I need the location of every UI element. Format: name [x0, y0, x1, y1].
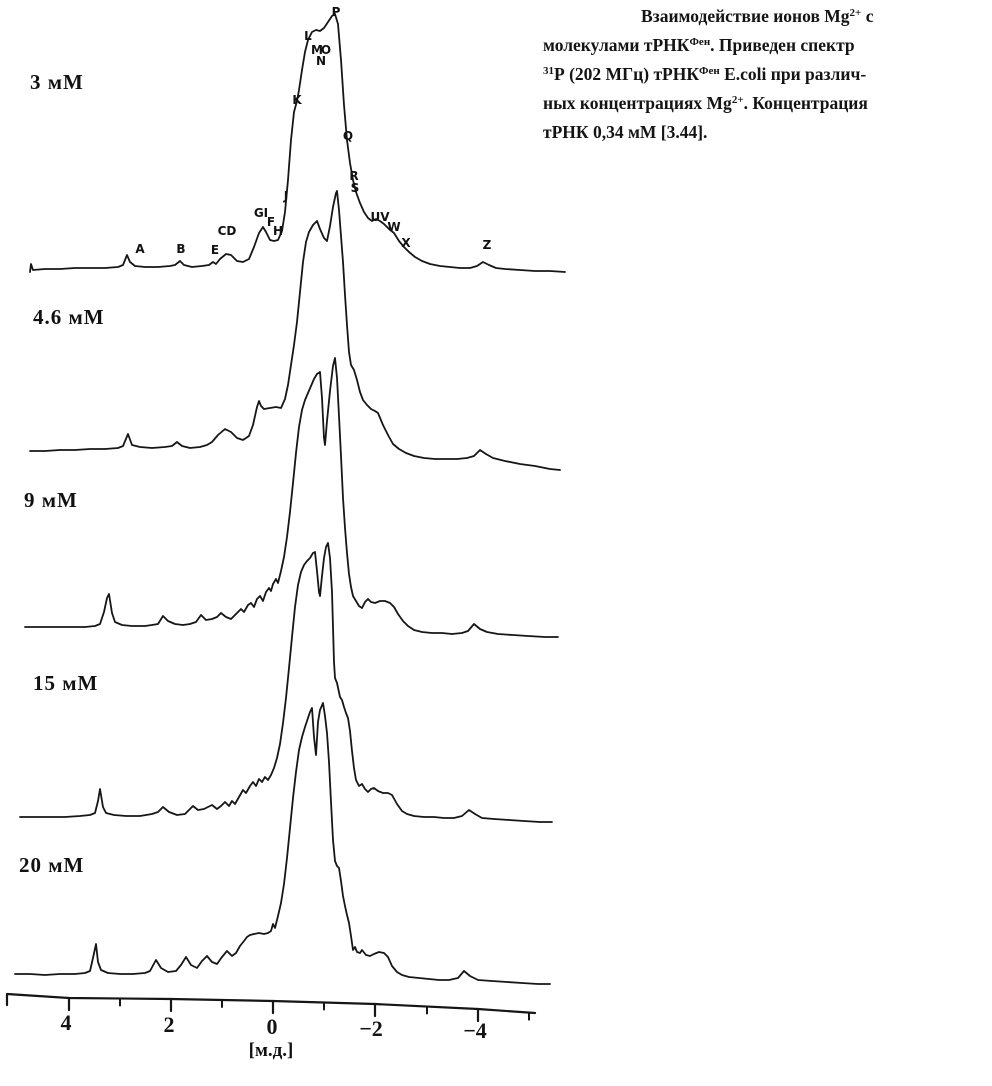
peak-label-K: K — [292, 93, 302, 107]
figure-caption: Взаимодействие ионов Mg2+ с молекулами тР… — [543, 3, 990, 145]
peak-label-O: O — [320, 43, 332, 57]
concentration-label-2: 4.6 мМ — [33, 305, 105, 329]
peak-label-X: X — [401, 236, 411, 250]
caption-text: Взаимодействие ионов Mg — [641, 6, 850, 26]
peak-label-Z: Z — [482, 238, 492, 252]
caption-text: E.coli при различ- — [719, 64, 867, 84]
peak-label-GI: GI — [253, 206, 269, 220]
concentration-label-5: 20 мМ — [19, 853, 85, 877]
caption-superscript: 2+ — [731, 94, 744, 106]
caption-superscript: Фен — [689, 36, 711, 48]
spectrum-trace-15-мМ — [19, 542, 553, 823]
peak-label-A: A — [135, 242, 145, 256]
peak-label-B: B — [176, 242, 186, 256]
caption-text: Р (202 МГц) тРНК — [554, 64, 700, 84]
caption-line-5: тРНК 0,34 мМ [3.44]. — [543, 119, 990, 145]
peak-label-Q: Q — [342, 129, 354, 143]
caption-superscript: Фен — [699, 65, 720, 77]
concentration-label-1: 3 мМ — [30, 70, 84, 94]
x-axis-unit-label: [м.д.] — [248, 1040, 294, 1061]
peak-label-R: R — [349, 169, 359, 183]
x-tick-label-−4: −4 — [463, 1018, 487, 1043]
caption-line-2: молекулами тРНКФен. Приведен спектр — [543, 32, 990, 61]
peak-label-W: W — [387, 220, 401, 234]
peak-label-N: N — [315, 54, 327, 68]
peak-label-E: E — [210, 243, 220, 257]
caption-text: . Концентрация — [743, 93, 868, 113]
caption-line-4: ных концентрациях Mg2+. Концентрация — [543, 90, 990, 119]
peak-label-P: P — [331, 5, 341, 19]
concentration-label-4: 15 мМ — [33, 671, 99, 695]
x-tick-label-0: 0 — [266, 1014, 278, 1039]
spectrum-trace-20-мМ — [14, 702, 551, 985]
x-tick-label-−2: −2 — [359, 1016, 383, 1041]
caption-text: ных концентрациях Mg — [543, 93, 732, 113]
caption-line-1: Взаимодействие ионов Mg2+ с — [641, 3, 990, 32]
spectrum-trace-9-мМ — [24, 357, 559, 638]
concentration-label-3: 9 мМ — [24, 488, 78, 512]
caption-superscript: 31 — [543, 65, 554, 77]
spectrum-trace-4-6-мМ — [29, 190, 561, 471]
caption-line-3: 31Р (202 МГц) тРНКФен E.coli при различ- — [543, 61, 990, 90]
peak-label-J: J — [283, 189, 289, 203]
caption-text: тРНК 0,34 мМ [3.44]. — [543, 122, 708, 142]
caption-text: молекулами тРНК — [543, 35, 690, 55]
x-tick-label-2: 2 — [163, 1012, 175, 1037]
x-tick-label-4: 4 — [60, 1010, 72, 1035]
peak-label-M: M — [311, 43, 323, 57]
peak-label-S: S — [350, 181, 360, 195]
peak-label-H: H — [272, 224, 284, 238]
peak-label-CD: CD — [217, 224, 237, 238]
spectrum-trace-3-мМ — [29, 13, 566, 273]
caption-text: . Приведен спектр — [710, 35, 855, 55]
peak-label-L: L — [304, 29, 312, 43]
caption-superscript: 2+ — [849, 7, 862, 19]
peak-label-F: F — [266, 215, 276, 229]
peak-label-UV: UV — [370, 210, 390, 224]
caption-text: с — [861, 6, 874, 26]
